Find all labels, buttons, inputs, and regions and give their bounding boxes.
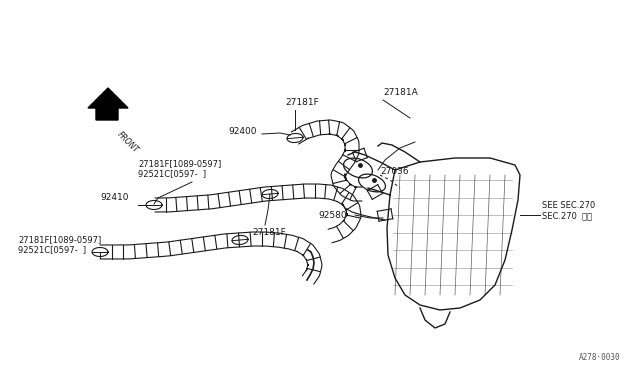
- Text: SEC.270  参照: SEC.270 参照: [542, 211, 592, 220]
- Text: 92521C[0597-  ]: 92521C[0597- ]: [18, 245, 86, 254]
- Text: 27036: 27036: [380, 167, 408, 176]
- Text: 92521C[0597-  ]: 92521C[0597- ]: [138, 169, 206, 178]
- Text: 27181F: 27181F: [252, 228, 285, 237]
- Text: 92580: 92580: [318, 212, 347, 221]
- Text: 27181F[1089-0597]: 27181F[1089-0597]: [138, 159, 221, 168]
- Text: A278·0030: A278·0030: [579, 353, 620, 362]
- Text: 92410: 92410: [100, 193, 129, 202]
- Text: FRONT: FRONT: [115, 130, 140, 155]
- Polygon shape: [88, 88, 128, 120]
- Text: 27181F[1089-0597]: 27181F[1089-0597]: [18, 235, 101, 244]
- Text: 27181F: 27181F: [285, 98, 319, 107]
- Text: 27181A: 27181A: [383, 88, 418, 97]
- Text: 92400: 92400: [228, 126, 257, 135]
- Text: SEE SEC.270: SEE SEC.270: [542, 201, 595, 210]
